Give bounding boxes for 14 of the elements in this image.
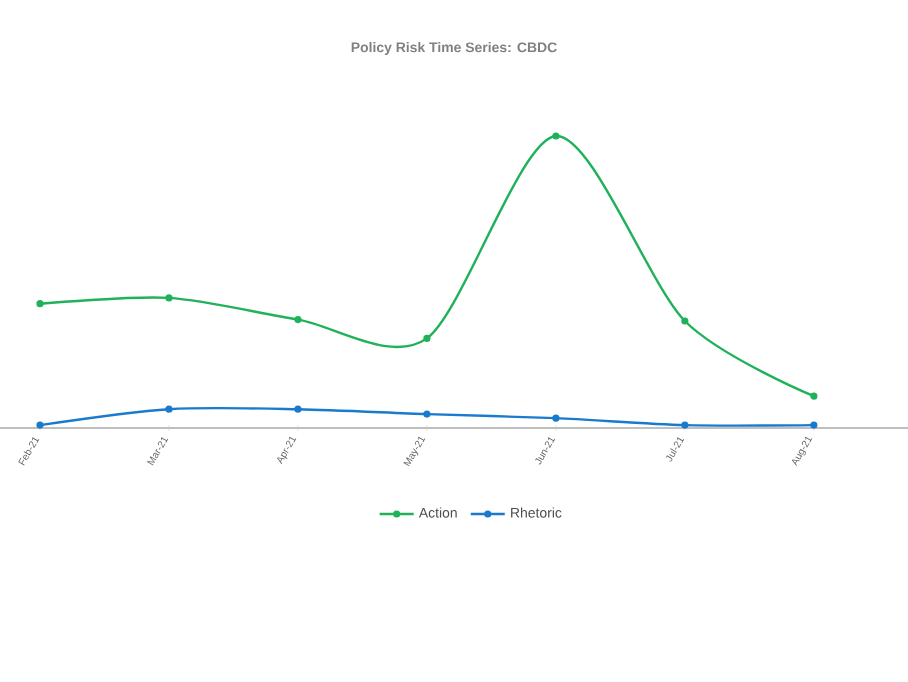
point [423,334,431,342]
point [36,421,44,429]
point [36,300,44,308]
point [165,294,173,302]
point [810,392,818,400]
point [423,410,431,418]
point [165,405,173,413]
point [681,421,689,429]
point [810,421,818,429]
point [294,405,302,413]
point [294,316,302,324]
point [681,317,689,325]
point [552,414,560,422]
point [552,132,560,140]
